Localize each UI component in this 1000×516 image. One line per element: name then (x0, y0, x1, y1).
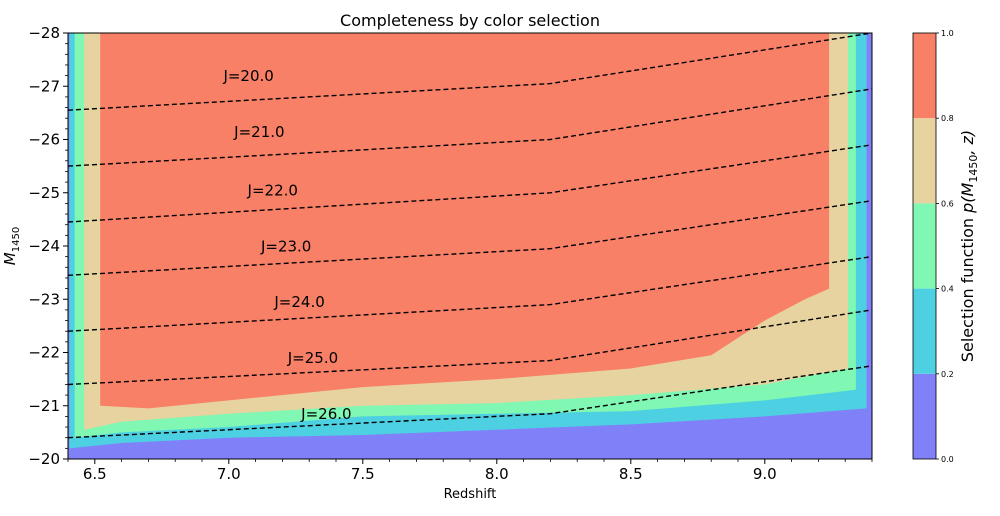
x-tick-label: 7.5 (351, 465, 375, 483)
j-contour-line (68, 33, 872, 111)
colorbar-frame (912, 32, 937, 460)
y-axis-label: M1450 (1, 227, 22, 265)
j-contour-line (68, 200, 872, 276)
y-tick-label: −21 (28, 397, 60, 415)
colorbar-tick-label: 0.4 (941, 285, 954, 294)
colorbar-segment (913, 288, 936, 374)
j-contour-line (68, 255, 872, 332)
x-axis-label: Redshift (444, 487, 497, 502)
colorbar-segment (913, 373, 936, 459)
colorbar-segment (913, 118, 936, 204)
j-contour-label: J=24.0 (273, 293, 324, 311)
y-tick-label: −20 (28, 450, 60, 468)
chart-title: Completeness by color selection (340, 11, 600, 30)
magnitude-contours: J=20.0 J=21.0 J=22.0 J=23.0 J=24.0 J=25.0 J=26… (68, 33, 872, 439)
j-contour-line (68, 309, 872, 386)
j-contour-label: J=26.0 (300, 405, 351, 423)
j-contour-label: J=20.0 (222, 67, 273, 85)
y-tick-label: −27 (28, 77, 60, 95)
j-contour-label: J=23.0 (260, 237, 311, 255)
y-tick-label: −24 (28, 237, 60, 255)
colorbar-segment (913, 203, 936, 289)
colorbar-tick-label: 1.0 (941, 29, 954, 38)
x-tick-label: 8.5 (619, 465, 643, 483)
colorbar-label-sub: 1450 (967, 155, 980, 183)
selection-band-3 (100, 33, 830, 409)
y-axis-label-base: M (1, 252, 19, 265)
x-tick-label: 7.0 (217, 465, 241, 483)
y-tick-label: −22 (28, 344, 60, 362)
colorbar-tick-label: 0.2 (941, 370, 954, 379)
y-tick-label: −26 (28, 131, 60, 149)
colorbar-label-prefix: Selection function (958, 213, 977, 362)
colorbar-tick-label: 0.0 (941, 455, 954, 464)
j-contour-label: J=25.0 (287, 349, 338, 367)
y-axis-label-sub: 1450 (11, 227, 22, 252)
plot-area: J=20.0 J=21.0 J=22.0 J=23.0 J=24.0 J=25.0 J=26… (68, 33, 872, 459)
y-axis: −20 −21 −22 −23 −24 −25 −26 −27 −28 (28, 24, 68, 468)
j-contour-line (68, 365, 872, 439)
j-contour-label: J=22.0 (247, 181, 298, 199)
x-tick-label: 8.0 (485, 465, 509, 483)
x-axis: 6.5 7.0 7.5 8.0 8.5 9.0 (67, 459, 873, 483)
colorbar: 0.0 0.2 0.4 0.6 0.8 1.0 (912, 29, 954, 464)
colorbar-label-suffix: , z) (958, 130, 977, 155)
j-contour-line (68, 144, 872, 223)
j-contour-line (68, 88, 872, 167)
j-contour-label: J=21.0 (233, 123, 284, 141)
colorbar-tick-label: 0.6 (941, 199, 954, 208)
y-tick-label: −25 (28, 184, 60, 202)
colorbar-label: Selection function p(M1450, z) (958, 130, 980, 362)
x-tick-label: 6.5 (83, 465, 107, 483)
colorbar-label-func: p(M (958, 182, 977, 213)
x-tick-label: 9.0 (753, 465, 777, 483)
colorbar-tick-label: 0.8 (941, 114, 954, 123)
y-tick-label: −28 (28, 24, 60, 42)
colorbar-segment (913, 33, 936, 119)
contour-bands (69, 33, 867, 449)
y-tick-label: −23 (28, 290, 60, 308)
